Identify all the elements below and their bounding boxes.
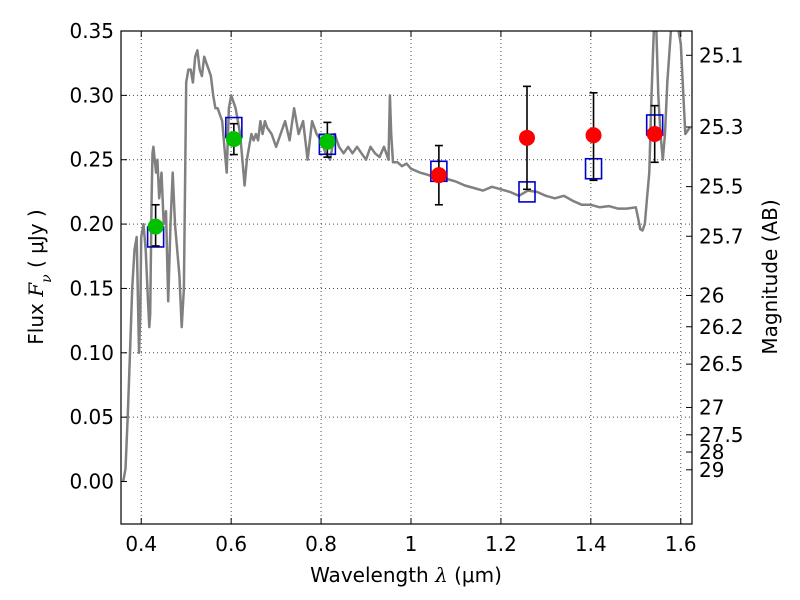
grid-lines bbox=[121, 31, 692, 524]
x-tick-label: 1.2 bbox=[485, 532, 517, 556]
y-axis-title: Flux Fν ( μJy ) bbox=[24, 209, 55, 344]
mag-tick-label: 27.5 bbox=[699, 423, 744, 447]
mag-tick-label: 25.3 bbox=[699, 115, 744, 139]
x-axis-title-unit: (μm) bbox=[448, 563, 502, 587]
y-tick-label: 0.10 bbox=[69, 341, 114, 365]
right-axis-title: Magnitude (AB) bbox=[758, 199, 782, 354]
mag-tick-label: 26 bbox=[699, 283, 724, 307]
green-data-point bbox=[147, 218, 164, 235]
x-tick-label: 0.8 bbox=[305, 532, 337, 556]
x-axis-title: Wavelength λ (μm) bbox=[310, 563, 502, 587]
x-axis-title-symbol: λ bbox=[434, 563, 448, 587]
y-tick-label: 0.35 bbox=[69, 19, 114, 43]
y-axis-title-unit: ( μJy ) bbox=[24, 209, 48, 274]
red-data-point bbox=[585, 127, 602, 144]
y-tick-label: 0.00 bbox=[69, 470, 114, 494]
x-tick-label: 1.6 bbox=[665, 532, 697, 556]
sed-curve bbox=[121, 31, 691, 482]
mag-tick-label: 29 bbox=[699, 458, 724, 482]
green-data-point bbox=[319, 133, 336, 150]
x-tick-label: 1.4 bbox=[575, 532, 607, 556]
y-axis-title-prefix: Flux bbox=[24, 297, 48, 345]
green-data-point bbox=[225, 131, 242, 148]
y-tick-label: 0.30 bbox=[69, 83, 114, 107]
mag-tick-label: 25.7 bbox=[699, 224, 744, 248]
ticks: 0.4 0.6 0.8 1 1.2 1.4 1.6 0.00 0.05 0.10 0.15 0.20 0… bbox=[69, 19, 743, 556]
x-tick-label: 1 bbox=[405, 532, 418, 556]
y-axis-title-symbol: F bbox=[24, 282, 48, 298]
red-data-point bbox=[646, 125, 663, 142]
y-axis-title-subscript: ν bbox=[39, 274, 55, 283]
red-data-point bbox=[518, 129, 535, 146]
sed-layer bbox=[121, 31, 691, 482]
x-tick-label: 0.6 bbox=[215, 532, 247, 556]
mag-tick-label: 27 bbox=[699, 395, 724, 419]
y-tick-label: 0.25 bbox=[69, 148, 114, 172]
mag-tick-label: 28 bbox=[699, 440, 724, 464]
mag-tick-label: 25.1 bbox=[699, 43, 744, 67]
y-tick-label: 0.20 bbox=[69, 212, 114, 236]
mag-tick-label: 26.5 bbox=[699, 352, 744, 376]
plot-frame bbox=[120, 30, 693, 525]
x-axis-title-prefix: Wavelength bbox=[310, 563, 435, 587]
y-tick-label: 0.15 bbox=[69, 276, 114, 300]
photometry-layer bbox=[146, 85, 664, 248]
x-tick-label: 0.4 bbox=[125, 532, 157, 556]
mag-tick-label: 25.5 bbox=[699, 175, 744, 199]
y-tick-label: 0.05 bbox=[69, 405, 114, 429]
red-data-point bbox=[430, 167, 447, 184]
mag-tick-label: 26.2 bbox=[699, 315, 744, 339]
